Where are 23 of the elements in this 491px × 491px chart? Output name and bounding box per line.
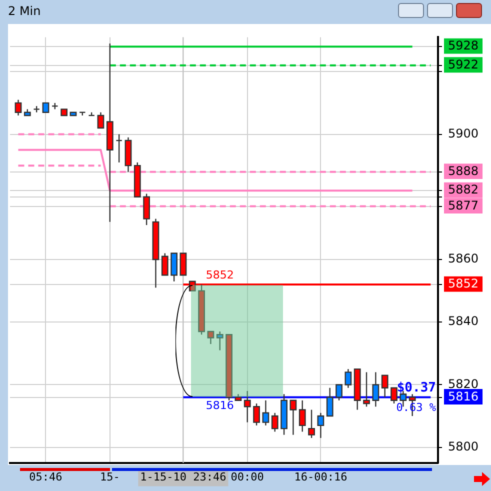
y-tick-label: 5877 [448,198,479,212]
y-tick-label: 5900 [448,126,479,140]
y-tick-label: 5882 [448,182,479,197]
x-tick-label: 1-15-10 23:46 [140,470,226,484]
data-label: 5852 [206,268,234,282]
y-tick-label: 5840 [448,314,479,328]
annotation: $0.37 [396,380,436,396]
x-tick-label: 15- [100,470,120,484]
candlestick [180,252,187,276]
y-tick-label: 5816 [448,389,479,404]
y-tick-label: 5852 [448,276,479,291]
x-tick-label: 16-00:16 [294,470,348,484]
y-tick-label: 5820 [448,376,479,391]
y-tick-label: 5800 [448,439,479,454]
x-tick-label: 05:46 [29,470,62,484]
data-label: 5816 [206,399,234,412]
x-tick-label: 00:00 [230,470,264,484]
y-tick-label: 5928 [448,38,479,53]
candlestick [42,102,50,113]
chart-title: 2 Min [8,4,41,18]
y-tick-label: 5888 [448,164,479,178]
y-tick-label: 5860 [448,252,479,266]
y-tick-label: 5922 [448,58,479,72]
